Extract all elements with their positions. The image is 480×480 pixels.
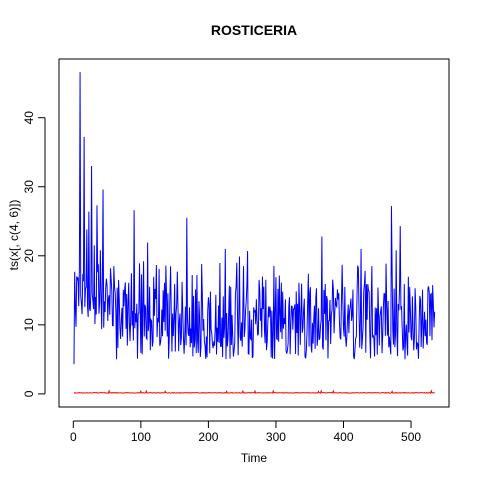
x-tick-label: 300 [266, 430, 286, 444]
y-tick-label: 10 [22, 318, 36, 332]
x-tick-label: 500 [401, 430, 421, 444]
y-tick-label: 30 [22, 180, 36, 194]
axes-layer: 0 100 200 300 400 500 0 10 20 30 40 [22, 111, 421, 444]
y-tick-label: 40 [22, 111, 36, 125]
x-tick-label: 400 [333, 430, 353, 444]
series-line-1 [73, 72, 436, 365]
series-line-2 [73, 389, 435, 394]
series-layer [73, 72, 436, 394]
y-tick-label: 20 [22, 249, 36, 263]
x-tick-label: 200 [198, 430, 218, 444]
x-axis-label: Time [241, 451, 268, 465]
plot-frame [58, 58, 450, 408]
x-tick-label: 100 [131, 430, 151, 444]
x-tick-label: 0 [70, 430, 77, 444]
y-axis-label: ts(x[, c(4, 6)]) [7, 200, 21, 271]
chart-title: ROSTICERIA [211, 22, 297, 38]
y-tick-label: 0 [22, 390, 36, 397]
